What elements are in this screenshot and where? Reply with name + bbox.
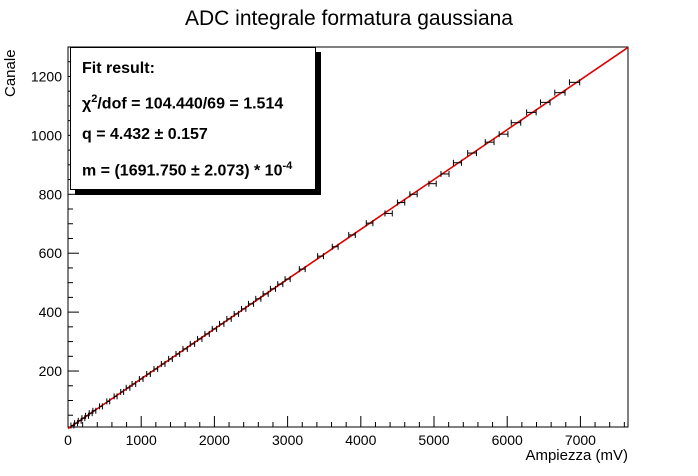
data-point <box>284 276 291 283</box>
data-point <box>197 335 203 342</box>
data-point <box>219 320 225 327</box>
data-point <box>138 375 144 382</box>
fit-result-title: Fit result: <box>82 60 155 77</box>
x-tick-label: 4000 <box>345 432 376 448</box>
m-exponent: -4 <box>282 160 293 172</box>
data-point <box>348 231 356 238</box>
data-point <box>74 420 79 427</box>
data-point <box>153 365 159 372</box>
chi-symbol: χ <box>82 95 92 113</box>
data-point <box>182 345 188 352</box>
plot-frame <box>67 46 629 428</box>
data-point <box>88 410 93 417</box>
chi-value: /dof = 104.440/69 = 1.514 <box>97 95 284 113</box>
x-tick-label: 6000 <box>492 432 523 448</box>
data-point <box>204 330 210 337</box>
chi2-line: χ2/dof = 104.440/69 = 1.514 <box>82 93 283 113</box>
x-axis-label: Ampiezza (mV) <box>525 447 628 464</box>
data-point <box>168 355 173 362</box>
x-tick-label: 0 <box>64 432 72 448</box>
q-line: q = 4.432 ± 0.157 <box>82 126 208 143</box>
data-point <box>277 281 284 288</box>
x-tick-labels: 0 1000 2000 3000 4000 5000 6000 7000 <box>64 432 596 448</box>
data-point <box>106 398 111 405</box>
data-point <box>70 422 75 429</box>
data-point <box>226 315 232 322</box>
data-point <box>98 403 103 410</box>
chart-title: ADC integrale formatura gaussiana <box>185 7 513 30</box>
data-point <box>484 139 495 146</box>
data-point <box>396 199 406 206</box>
data-point <box>452 159 462 166</box>
y-axis-label: Canale <box>2 49 19 97</box>
data-point <box>384 210 393 217</box>
x-tick-label: 2000 <box>199 432 230 448</box>
data-point <box>125 384 131 391</box>
y-tick-label: 800 <box>39 186 63 202</box>
y-tick-label: 1000 <box>31 127 62 143</box>
data-point <box>409 191 418 198</box>
data-point <box>81 415 86 422</box>
data-point <box>331 243 339 250</box>
data-point <box>554 89 566 96</box>
m-value: m = (1691.750 ± 2.073) * 10 <box>82 162 283 180</box>
y-tick-label: 400 <box>39 304 63 320</box>
data-point <box>510 119 522 126</box>
data-point <box>211 325 218 332</box>
data-point <box>365 220 374 227</box>
data-point <box>317 253 324 260</box>
y-tick-label: 600 <box>39 245 63 261</box>
data-point <box>131 380 137 387</box>
data-point <box>269 285 277 292</box>
data-point <box>146 370 151 377</box>
data-point <box>85 412 89 419</box>
data-point <box>262 290 269 297</box>
y-tick-labels: 200 400 600 800 1000 1200 <box>31 68 62 379</box>
data-point <box>467 150 477 157</box>
data-point <box>92 407 97 414</box>
data-point <box>526 109 537 116</box>
m-line: m = (1691.750 ± 2.073) * 10-4 <box>82 160 292 180</box>
data-point <box>160 360 166 367</box>
fit-result-box: Fit result: χ2/dof = 104.440/69 = 1.514 … <box>70 47 316 190</box>
data-point <box>240 305 247 312</box>
chi-superscript: 2 <box>91 93 98 105</box>
data-point <box>255 295 262 302</box>
data-point <box>175 350 181 357</box>
data-point <box>428 180 437 187</box>
data-point <box>298 266 306 273</box>
data-point <box>498 131 509 138</box>
data-point <box>540 99 551 106</box>
data-point <box>113 393 118 400</box>
x-tick-label: 7000 <box>565 432 596 448</box>
y-tick-label: 1200 <box>31 68 62 84</box>
data-point <box>568 79 581 86</box>
x-tick-label: 5000 <box>418 432 449 448</box>
data-point <box>120 388 125 395</box>
x-tick-label: 3000 <box>272 432 303 448</box>
x-tick-label: 1000 <box>126 432 157 448</box>
data-points-layer <box>70 79 581 429</box>
data-point <box>247 300 255 307</box>
y-tick-label: 200 <box>39 363 63 379</box>
data-point <box>189 340 196 347</box>
data-point <box>77 417 82 424</box>
data-point <box>233 310 240 317</box>
data-point <box>440 170 450 177</box>
